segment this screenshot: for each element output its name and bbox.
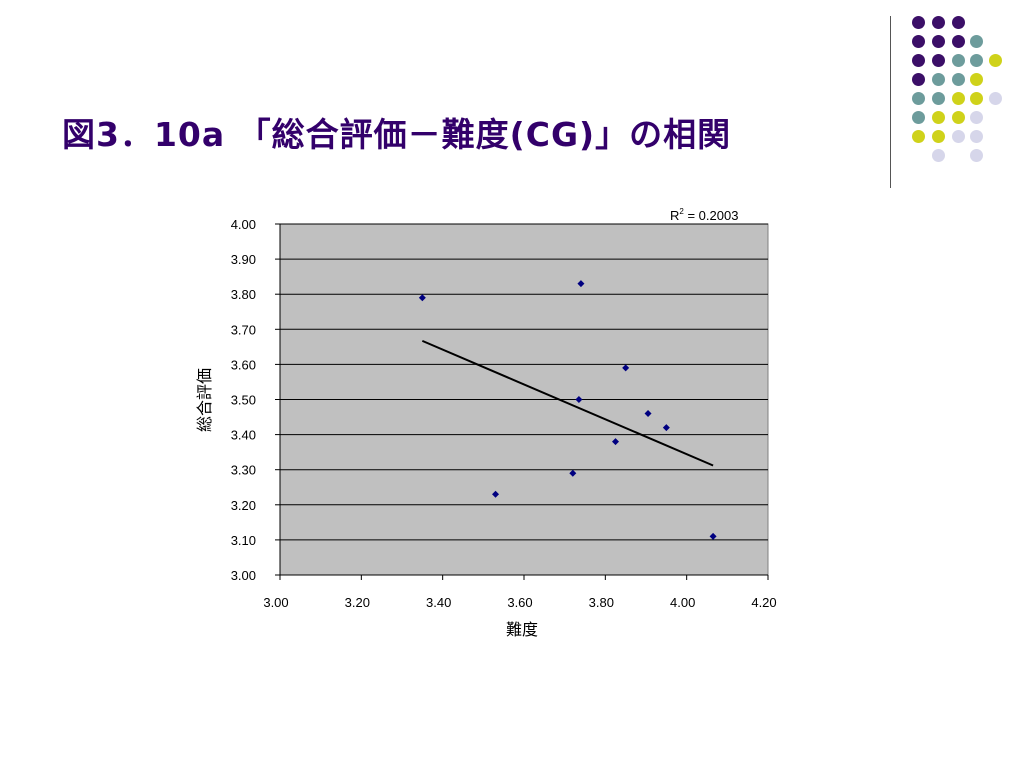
y-tick-label: 3.50 [231, 393, 256, 408]
r-squared-label: R2 = 0.2003 [670, 207, 738, 223]
title-divider-line [890, 16, 891, 188]
x-tick-label: 3.60 [507, 595, 532, 610]
deco-dot [952, 130, 965, 143]
deco-dot [912, 111, 925, 124]
deco-dot [932, 73, 945, 86]
y-tick-label: 3.80 [231, 287, 256, 302]
deco-dot [912, 16, 925, 29]
slide-title: 図3．10a 「総合評価－難度(CG)」の相関 [62, 115, 732, 154]
deco-dot [912, 35, 925, 48]
x-tick-label: 3.40 [426, 595, 451, 610]
deco-dot [970, 130, 983, 143]
deco-dot [912, 73, 925, 86]
data-point [622, 364, 630, 372]
deco-dot [912, 54, 925, 67]
x-tick-label: 3.80 [589, 595, 614, 610]
deco-dot [970, 149, 983, 162]
r2-exponent: 2 [679, 207, 684, 216]
y-tick-label: 3.90 [231, 252, 256, 267]
data-point [644, 410, 652, 418]
deco-dot [932, 54, 945, 67]
y-tick-label: 3.20 [231, 498, 256, 513]
deco-dot [932, 111, 945, 124]
deco-dot [952, 92, 965, 105]
x-tick-label: 4.00 [670, 595, 695, 610]
plot-area [279, 223, 769, 576]
deco-dot [952, 54, 965, 67]
data-point [418, 294, 426, 302]
deco-dot [952, 16, 965, 29]
trendline [421, 339, 714, 467]
y-tick-label: 3.00 [231, 568, 256, 583]
deco-dot [970, 73, 983, 86]
r2-base: R [670, 208, 679, 223]
deco-dot [970, 54, 983, 67]
deco-dot [932, 130, 945, 143]
data-point [569, 469, 577, 477]
deco-dot [989, 92, 1002, 105]
deco-dot [932, 16, 945, 29]
deco-dot [952, 111, 965, 124]
x-tick-label: 4.20 [751, 595, 776, 610]
data-point [612, 438, 619, 446]
data-point [577, 280, 585, 288]
deco-dot [912, 92, 925, 105]
deco-dot [970, 111, 983, 124]
deco-dot [932, 35, 945, 48]
data-point [492, 490, 500, 498]
y-tick-label: 3.60 [231, 357, 256, 372]
axes: 3.00 3.10 3.20 3.30 3.40 3.50 3.60 3.70 3.80 3.90… [231, 217, 777, 610]
y-tick-label: 3.30 [231, 463, 256, 478]
deco-dot [912, 130, 925, 143]
y-tick-label: 3.40 [231, 428, 256, 443]
deco-dot [989, 54, 1002, 67]
deco-dot [932, 92, 945, 105]
y-tick-label: 3.70 [231, 322, 256, 337]
data-point [662, 424, 670, 432]
r2-value: = 0.2003 [684, 208, 739, 223]
x-tick-label: 3.00 [263, 595, 288, 610]
deco-dot [952, 73, 965, 86]
x-axis-label: 難度 [506, 621, 538, 639]
data-point [575, 396, 583, 403]
y-axis-label: 総合評価 [196, 368, 214, 432]
data-point [709, 532, 717, 540]
data-points [418, 280, 717, 540]
x-tick-label: 3.20 [345, 595, 370, 610]
y-tick-label: 4.00 [231, 217, 256, 232]
deco-dot [952, 35, 965, 48]
deco-dot [970, 92, 983, 105]
y-tick-label: 3.10 [231, 533, 256, 548]
deco-dot [970, 35, 983, 48]
deco-dot [932, 149, 945, 162]
